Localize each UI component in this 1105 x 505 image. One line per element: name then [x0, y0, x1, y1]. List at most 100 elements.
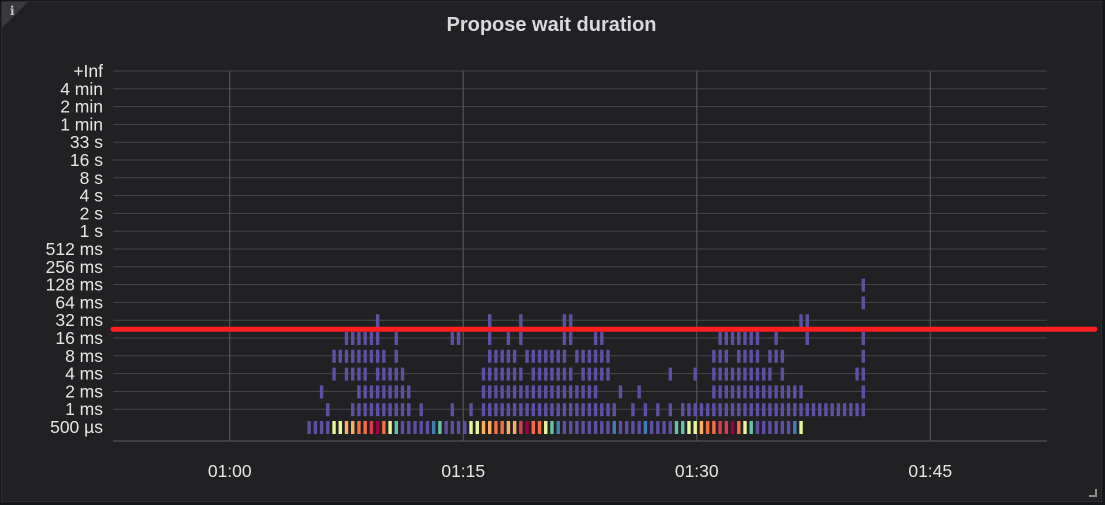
heatmap-cell	[332, 421, 336, 434]
heatmap-cell	[531, 349, 536, 363]
heatmap-cell	[351, 403, 355, 417]
heatmap-cell	[568, 367, 573, 381]
heatmap-cell	[531, 385, 536, 399]
heatmap-cell	[743, 367, 747, 381]
heatmap-cell	[687, 403, 691, 417]
heatmap-cell	[357, 332, 361, 345]
heatmap-cell	[600, 403, 604, 417]
heatmap-cell	[456, 421, 461, 434]
heatmap-cell	[481, 367, 486, 381]
heatmap-cell	[369, 385, 374, 399]
resize-handle-icon[interactable]	[1089, 489, 1097, 497]
heatmap-cell	[649, 421, 654, 434]
heatmap-cell	[805, 314, 809, 328]
y-tick-label: 4 ms	[65, 364, 103, 384]
heatmap-cell	[712, 349, 716, 363]
heatmap-cell	[494, 385, 498, 399]
heatmap-cell	[693, 421, 697, 434]
heatmap-cell	[375, 314, 380, 328]
heatmap-cell	[855, 403, 859, 417]
info-icon[interactable]: i	[10, 4, 15, 18]
heatmap-cell	[388, 403, 392, 417]
heatmap-cell	[656, 421, 660, 434]
heatmap-cell	[344, 332, 349, 345]
heatmap-cell	[668, 403, 672, 417]
heatmap-cell	[730, 385, 735, 399]
heatmap-cell	[494, 403, 498, 417]
heatmap-cell	[612, 421, 616, 434]
heatmap-cell	[587, 367, 592, 381]
heatmap-cell	[525, 403, 529, 417]
heatmap-cell	[861, 367, 866, 381]
heatmap-cell	[730, 403, 735, 417]
heatmap-cell	[506, 349, 511, 363]
heatmap-cell	[761, 403, 766, 417]
heatmap-cell	[568, 314, 573, 328]
heatmap-cell	[593, 385, 598, 399]
heatmap-cell	[382, 349, 386, 363]
info-corner[interactable]	[2, 2, 28, 28]
heatmap-cell	[631, 403, 635, 417]
heatmap-cell	[438, 421, 442, 434]
heatmap-cell	[681, 403, 685, 417]
panel-title[interactable]: Propose wait duration	[446, 14, 657, 36]
heatmap-cell	[550, 403, 554, 417]
heatmap-cell	[780, 367, 785, 381]
heatmap-cell	[357, 421, 361, 434]
heatmap-cell	[761, 367, 766, 381]
y-tick-label: 2 s	[80, 203, 104, 223]
heatmap-cell	[600, 349, 604, 363]
heatmap-cell	[668, 367, 672, 381]
heatmap-cell	[419, 403, 423, 417]
x-tick-label: 01:45	[908, 461, 952, 481]
heatmap-cell	[488, 314, 492, 328]
heatmap-cell	[382, 421, 386, 434]
heatmap-cell	[568, 421, 573, 434]
heatmap-cell	[363, 385, 367, 399]
y-tick-label: 16 s	[70, 150, 103, 170]
heatmap-cell	[718, 332, 722, 345]
grid-lines	[113, 70, 1047, 442]
heatmap-cell	[357, 367, 361, 381]
heatmap-cell	[375, 403, 380, 417]
heatmap-cell	[718, 349, 722, 363]
heatmap-cell	[575, 403, 579, 417]
heatmap-cell	[500, 367, 504, 381]
heatmap-cell	[587, 385, 592, 399]
heatmap-cell	[743, 332, 747, 345]
heatmap-cell	[737, 367, 741, 381]
heatmap-cell	[400, 421, 405, 434]
heatmap-cell	[755, 421, 760, 434]
heatmap-cell	[544, 367, 548, 381]
heatmap-cell	[400, 367, 405, 381]
heatmap-cell	[755, 367, 760, 381]
heatmap-cell	[587, 403, 592, 417]
heatmap-cell	[326, 421, 330, 434]
heatmap-cell	[556, 421, 560, 434]
heatmap-cell	[712, 403, 716, 417]
heatmap-cell	[861, 349, 866, 363]
heatmap-cell	[861, 403, 866, 417]
heatmap-cell	[730, 421, 735, 434]
heatmap-cell	[568, 385, 573, 399]
heatmap-cell	[861, 278, 866, 292]
heatmap-cell	[519, 314, 523, 328]
heatmap-cell	[743, 403, 747, 417]
heatmap-cell	[375, 367, 380, 381]
heatmap-cell	[755, 385, 760, 399]
x-tick-label: 01:00	[208, 461, 252, 481]
heatmap-cell	[488, 385, 492, 399]
heatmap-cell	[830, 403, 834, 417]
heatmap-cell	[537, 349, 542, 363]
heatmap-cell	[469, 421, 473, 434]
heatmap-cell	[488, 421, 492, 434]
heatmap-cell	[755, 332, 760, 345]
heatmap-cell	[537, 385, 542, 399]
heatmap-cell	[593, 349, 598, 363]
heatmap-cell	[724, 403, 729, 417]
heatmap-cell	[388, 367, 392, 381]
heatmap-cell	[332, 367, 336, 381]
heatmap-cell	[606, 403, 610, 417]
heatmap-cell	[568, 403, 573, 417]
